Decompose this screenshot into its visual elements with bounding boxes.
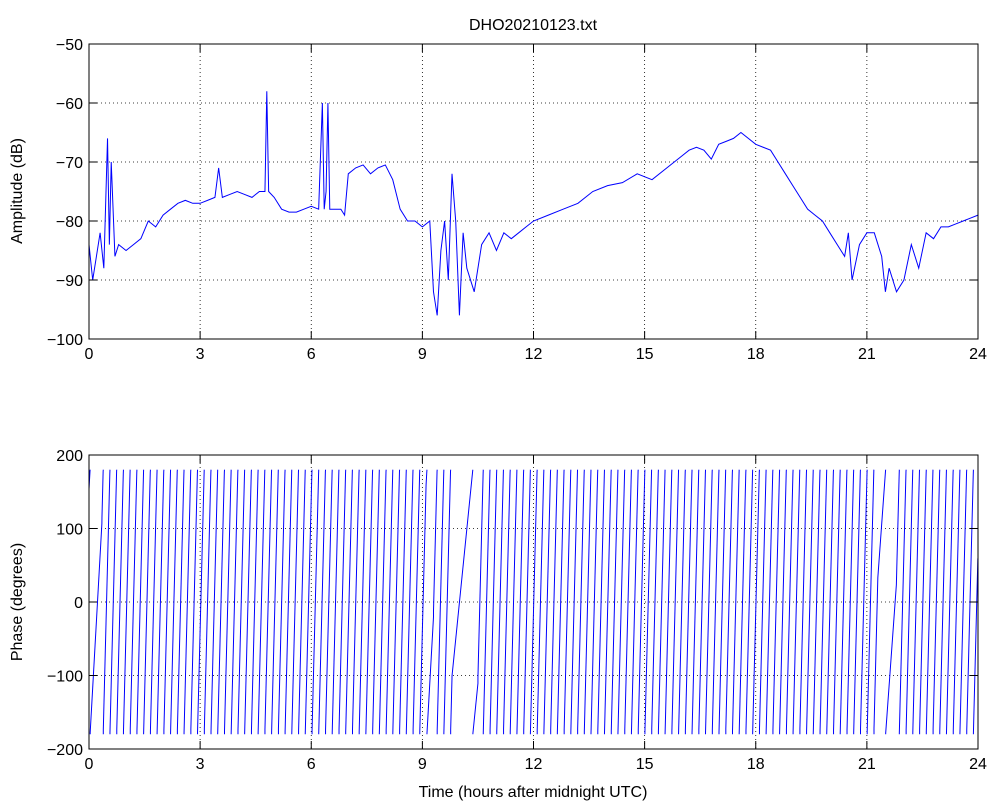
amplitude-y-tick-label: −80 bbox=[56, 214, 83, 231]
phase-y-tick-label: −200 bbox=[47, 742, 83, 759]
phase-x-tick-label: 15 bbox=[636, 756, 654, 773]
phase-x-tick-label: 0 bbox=[85, 756, 94, 773]
amplitude-title: DHO20210123.txt bbox=[469, 17, 598, 34]
phase-series-line bbox=[88, 469, 979, 735]
amplitude-x-tick-label: 3 bbox=[196, 346, 205, 363]
amplitude-y-tick-label: −60 bbox=[56, 96, 83, 113]
phase-y-tick-label: 200 bbox=[56, 448, 83, 465]
phase-x-tick-label: 6 bbox=[307, 756, 316, 773]
amplitude-x-tick-label: 9 bbox=[418, 346, 427, 363]
amplitude-x-tick-label: 18 bbox=[747, 346, 765, 363]
amplitude-axes: 0 3 6 9 12 15 18 21 24 −100 −90 −80 −70 −60 −50 DHO202… bbox=[9, 17, 987, 363]
phase-x-tick-label: 18 bbox=[747, 756, 765, 773]
amplitude-x-tick-label: 6 bbox=[307, 346, 316, 363]
amplitude-x-tick-label: 24 bbox=[969, 346, 987, 363]
amplitude-grid bbox=[89, 44, 978, 339]
amplitude-series-line bbox=[88, 91, 979, 316]
phase-x-tick-label: 21 bbox=[858, 756, 876, 773]
amplitude-x-tick-label: 12 bbox=[525, 346, 543, 363]
amplitude-x-tick-label: 21 bbox=[858, 346, 876, 363]
phase-y-tick-label: −100 bbox=[47, 669, 83, 686]
amplitude-x-tick-label: 0 bbox=[85, 346, 94, 363]
phase-ticks: 0 3 6 9 12 15 18 21 24 −200 −100 0 100 200 bbox=[47, 448, 987, 773]
amplitude-ticks: 0 3 6 9 12 15 18 21 24 −100 −90 −80 −70 −60 −50 bbox=[47, 37, 987, 363]
amplitude-y-tick-label: −90 bbox=[56, 273, 83, 290]
phase-x-axis-label: Time (hours after midnight UTC) bbox=[419, 784, 648, 801]
amplitude-y-tick-label: −50 bbox=[56, 37, 83, 54]
amplitude-x-tick-label: 15 bbox=[636, 346, 654, 363]
phase-axes: 0 3 6 9 12 15 18 21 24 −200 −100 0 100 200 Time (hour… bbox=[9, 448, 987, 801]
phase-x-tick-label: 3 bbox=[196, 756, 205, 773]
amplitude-y-tick-label: −100 bbox=[47, 332, 83, 349]
phase-y-tick-label: 0 bbox=[74, 595, 83, 612]
phase-x-tick-label: 9 bbox=[418, 756, 427, 773]
phase-x-tick-label: 24 bbox=[969, 756, 987, 773]
phase-x-tick-label: 12 bbox=[525, 756, 543, 773]
amplitude-y-axis-label: Amplitude (dB) bbox=[9, 138, 26, 244]
phase-y-tick-label: 100 bbox=[56, 522, 83, 539]
amplitude-y-tick-label: −70 bbox=[56, 155, 83, 172]
phase-y-axis-label: Phase (degrees) bbox=[9, 543, 26, 661]
